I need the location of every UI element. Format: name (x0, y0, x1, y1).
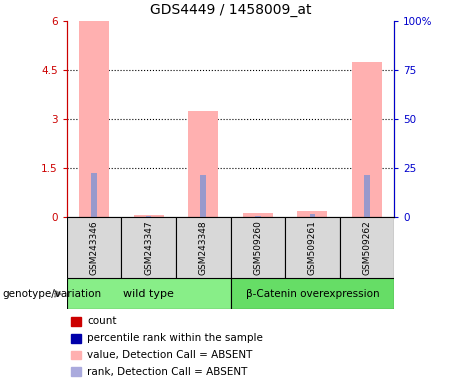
Bar (201, 175, 206, 217)
Text: percentile rank within the sample: percentile rank within the sample (88, 333, 263, 343)
Bar (230, 217, 285, 278)
Bar (310, 214, 315, 217)
Text: β-Catenin overexpression: β-Catenin overexpression (246, 289, 379, 299)
Bar (230, 278, 394, 309)
Bar (134, 215, 164, 217)
Bar (146, 216, 151, 217)
Bar (352, 62, 382, 217)
Text: GSM509261: GSM509261 (308, 220, 317, 275)
Bar (121, 217, 176, 278)
Bar (67, 217, 121, 278)
Bar (71, 367, 81, 376)
Bar (71, 334, 81, 343)
Bar (340, 217, 394, 278)
Text: GSM243347: GSM243347 (144, 220, 153, 275)
Bar (255, 216, 260, 217)
Title: GDS4449 / 1458009_at: GDS4449 / 1458009_at (150, 3, 311, 17)
Text: GSM509262: GSM509262 (362, 220, 372, 275)
Text: genotype/variation: genotype/variation (2, 289, 101, 299)
Bar (91, 173, 97, 217)
Text: GSM243348: GSM243348 (199, 220, 208, 275)
Bar (364, 175, 370, 217)
Bar (243, 213, 273, 217)
Text: GSM243346: GSM243346 (89, 220, 99, 275)
Bar (71, 317, 81, 326)
Bar (188, 111, 218, 217)
Bar (297, 211, 327, 217)
Bar (67, 278, 230, 309)
Text: rank, Detection Call = ABSENT: rank, Detection Call = ABSENT (88, 367, 248, 377)
Text: count: count (88, 316, 117, 326)
Bar (79, 21, 109, 217)
Bar (176, 217, 230, 278)
Bar (285, 217, 340, 278)
Bar (71, 351, 81, 359)
Text: GSM509260: GSM509260 (253, 220, 262, 275)
Text: value, Detection Call = ABSENT: value, Detection Call = ABSENT (88, 350, 253, 360)
Text: wild type: wild type (123, 289, 174, 299)
